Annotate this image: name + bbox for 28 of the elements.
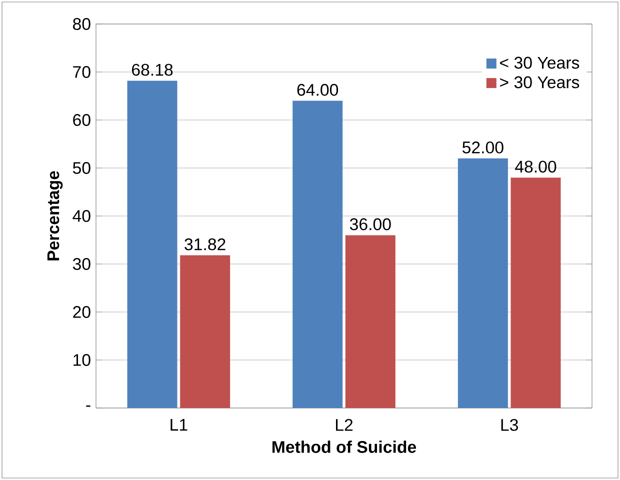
data-label: 64.00: [297, 84, 338, 96]
data-label: 68.18: [132, 64, 173, 76]
y-tick-label: 70: [73, 66, 90, 78]
x-tick-label: L3: [501, 418, 518, 431]
y-tick-label: -: [86, 405, 90, 407]
x-axis-title: Method of Suicide: [272, 440, 416, 453]
bar: [510, 178, 561, 408]
bar: [458, 158, 508, 408]
x-tick-label: L2: [336, 418, 353, 431]
bar: [292, 100, 343, 408]
x-tick-label: L1: [170, 418, 188, 431]
y-tick-label: 40: [72, 210, 90, 222]
y-tick-label: 30: [72, 258, 90, 270]
data-label: 52.00: [462, 141, 504, 154]
legend-label: < 30 Years: [500, 56, 580, 69]
bar: [127, 80, 178, 408]
y-axis-title: Percentage: [47, 171, 63, 260]
y-tick-label: 80: [73, 18, 90, 30]
legend-label: > 30 Years: [500, 76, 580, 88]
y-tick-label: 50: [72, 162, 90, 174]
data-label: 31.82: [184, 238, 226, 250]
y-tick-label: 10: [74, 354, 90, 366]
y-tick-label: 20: [73, 306, 90, 318]
bar: [345, 235, 396, 408]
data-label: 36.00: [350, 218, 391, 230]
y-tick-label: 60: [73, 114, 90, 126]
data-label: 48.00: [515, 160, 556, 173]
bar: [180, 255, 230, 408]
